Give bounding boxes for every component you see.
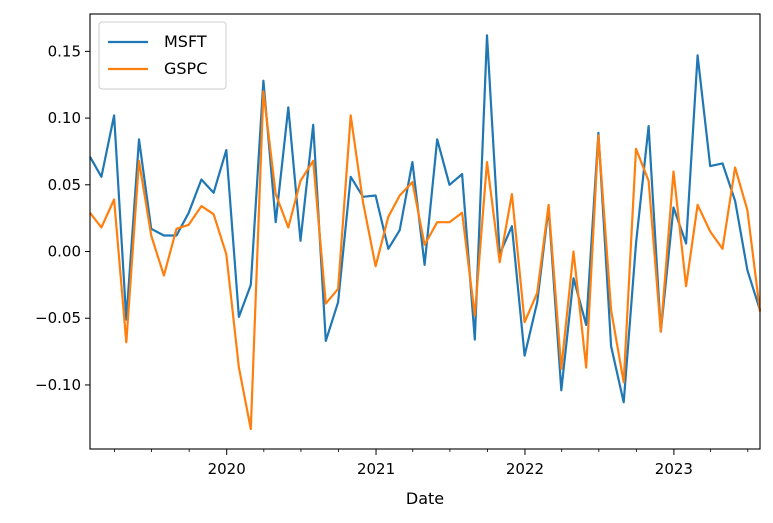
plot-frame	[89, 13, 761, 450]
x-tick-label: 2021	[357, 460, 395, 478]
legend-label-gspc: GSPC	[164, 59, 207, 78]
x-tick-label: 2020	[208, 460, 246, 478]
series-layer	[89, 34, 762, 431]
series-line-gspc	[89, 90, 762, 431]
legend-label-msft: MSFT	[164, 32, 207, 51]
y-tick-label: 0.05	[48, 176, 81, 194]
legend: MSFT GSPC	[98, 21, 227, 90]
x-tick-label: 2023	[655, 460, 693, 478]
y-tick-label: −0.05	[35, 309, 81, 327]
x-tick-label: 2022	[506, 460, 544, 478]
y-tick-label: 0.15	[48, 42, 81, 60]
y-tick-label: 0.10	[48, 109, 81, 127]
y-axis: −0.10 −0.05 0.00 0.05 0.10 0.15	[35, 42, 90, 394]
legend-box	[98, 21, 227, 90]
x-axis: 2020 2021 2022 2023	[114, 449, 749, 478]
x-axis-title: Date	[406, 489, 444, 508]
series-line-msft	[89, 34, 762, 404]
y-tick-label: −0.10	[35, 376, 81, 394]
y-tick-label: 0.00	[48, 243, 81, 261]
